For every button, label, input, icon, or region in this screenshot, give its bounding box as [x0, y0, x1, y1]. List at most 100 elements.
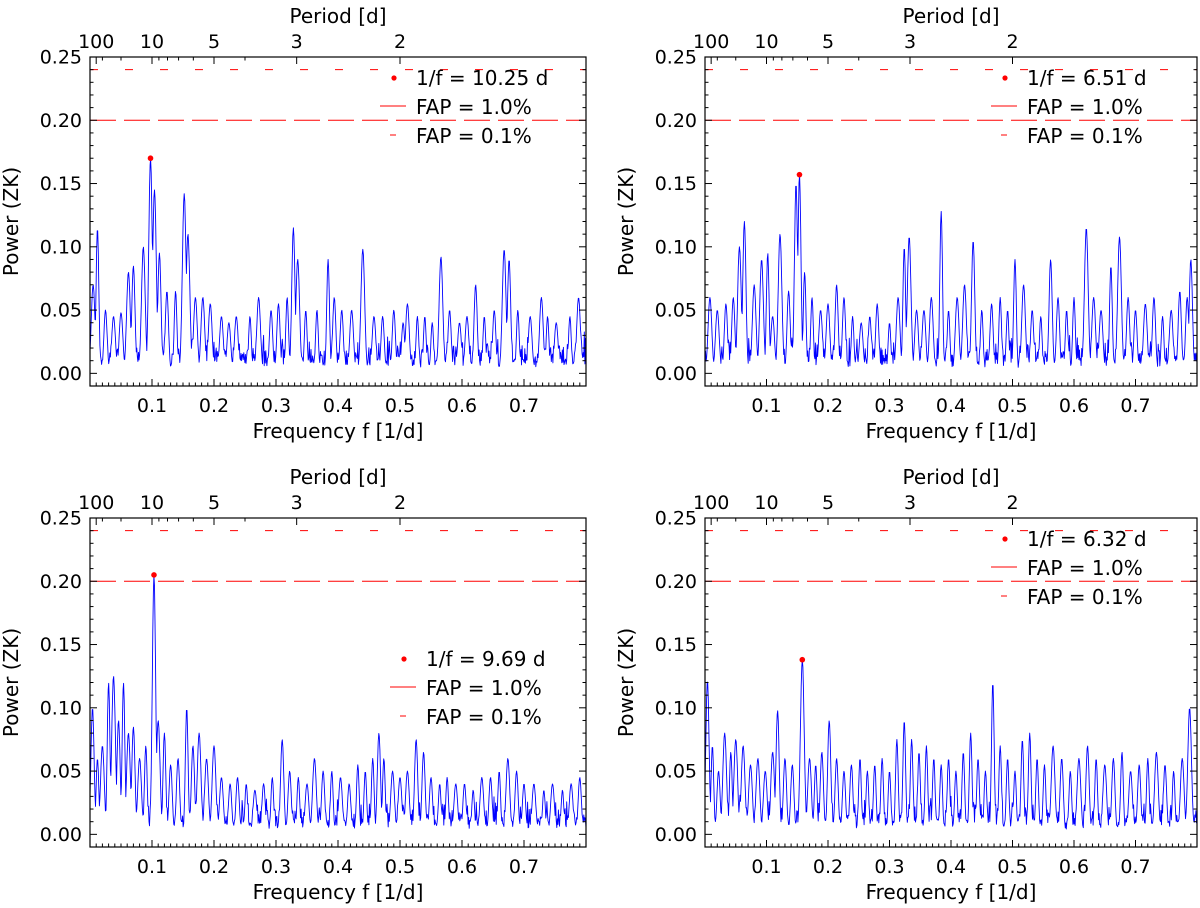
- y-tick-label: 0.25: [655, 508, 697, 530]
- legend-fap-1pct-label: FAP = 1.0%: [1027, 95, 1143, 119]
- y-tick-label: 0.00: [655, 824, 697, 846]
- y-tick-label: 0.20: [655, 571, 697, 593]
- y-axis-title: Power (ZK): [0, 628, 23, 737]
- x-tick-label: 0.1: [751, 395, 781, 417]
- y-tick-label: 0.05: [40, 761, 82, 783]
- legend-peak-marker: [391, 75, 397, 81]
- legend-fap-0.1pct-label: FAP = 0.1%: [426, 705, 542, 729]
- x-tick-label: 0.3: [261, 856, 291, 878]
- period-tick-label: 100: [78, 492, 114, 514]
- x-tick-label: 0.3: [261, 395, 291, 417]
- x-axis-title: Frequency f [1/d]: [866, 880, 1037, 904]
- period-tick-label: 10: [754, 31, 778, 53]
- y-tick-label: 0.25: [40, 508, 82, 530]
- y-tick-label: 0.05: [655, 300, 697, 322]
- period-tick-label: 3: [291, 492, 303, 514]
- legend: 1/f = 6.51 d FAP = 1.0% FAP = 0.1%: [991, 66, 1147, 148]
- legend-peak-label: 1/f = 9.69 d: [426, 647, 546, 671]
- period-tick-label: 5: [822, 492, 834, 514]
- power-spectrum-line: [705, 174, 1197, 368]
- legend-peak-marker: [401, 656, 407, 662]
- period-axis-title: Period [d]: [289, 465, 386, 489]
- legend-fap-1pct-label: FAP = 1.0%: [426, 676, 542, 700]
- legend-fap-0.1pct-label: FAP = 0.1%: [416, 124, 532, 148]
- x-tick-label: 0.4: [323, 856, 353, 878]
- spectrum-group: [90, 158, 586, 368]
- x-tick-label: 0.3: [874, 395, 904, 417]
- period-tick-label: 5: [822, 31, 834, 53]
- legend-peak-label: 1/f = 6.32 d: [1027, 527, 1147, 551]
- spectrum-group: [705, 659, 1197, 830]
- y-tick-label: 0.25: [40, 47, 82, 69]
- y-tick-label: 0.10: [40, 236, 82, 258]
- y-tick-label: 0.15: [655, 173, 697, 195]
- y-tick-label: 0.25: [655, 47, 697, 69]
- x-tick-label: 0.4: [323, 395, 353, 417]
- x-tick-label: 0.2: [199, 395, 229, 417]
- legend: 1/f = 9.69 d FAP = 1.0% FAP = 0.1%: [390, 647, 546, 729]
- x-tick-label: 0.6: [1059, 856, 1089, 878]
- x-tick-label: 0.4: [936, 395, 966, 417]
- x-tick-label: 0.5: [997, 395, 1027, 417]
- y-tick-label: 0.15: [40, 173, 82, 195]
- best-peak-marker: [796, 171, 803, 178]
- legend-fap-1pct-label: FAP = 1.0%: [416, 95, 532, 119]
- legend: 1/f = 10.25 d FAP = 1.0% FAP = 0.1%: [380, 66, 548, 148]
- x-tick-label: 0.4: [936, 856, 966, 878]
- x-tick-label: 0.2: [813, 395, 843, 417]
- periodogram-panel-top-right: 0.1 0.2 0.3 0.4 0.5 0.6 0.7 0.00 0.05 0.10 0.15 0.2…: [614, 4, 1198, 443]
- y-tick-label: 0.10: [40, 697, 82, 719]
- periodogram-panel-bottom-left: 0.1 0.2 0.3 0.4 0.5 0.6 0.7 0.00 0.05 0.10 0.15 0.2…: [0, 465, 587, 904]
- period-tick-label: 5: [208, 492, 220, 514]
- legend-peak-label: 1/f = 10.25 d: [416, 66, 548, 90]
- x-tick-label: 0.3: [874, 856, 904, 878]
- y-tick-label: 0.10: [655, 697, 697, 719]
- y-tick-label: 0.10: [655, 236, 697, 258]
- legend: 1/f = 6.32 d FAP = 1.0% FAP = 0.1%: [991, 527, 1147, 609]
- spectrum-group: [705, 174, 1197, 368]
- y-tick-label: 0.05: [655, 761, 697, 783]
- period-tick-label: 3: [904, 492, 916, 514]
- period-tick-label: 2: [1006, 31, 1018, 53]
- y-tick-label: 0.00: [40, 363, 82, 385]
- period-tick-label: 10: [754, 492, 778, 514]
- legend-peak-label: 1/f = 6.51 d: [1027, 66, 1147, 90]
- periodogram-panel-top-left: 0.1 0.2 0.3 0.4 0.5 0.6 0.7 0.00 0.05 0.10 0.15 0.2…: [0, 4, 587, 443]
- period-tick-label: 3: [291, 31, 303, 53]
- period-axis-title: Period [d]: [902, 4, 999, 28]
- y-axis-title: Power (ZK): [614, 167, 638, 276]
- x-tick-label: 0.7: [509, 395, 539, 417]
- y-tick-label: 0.05: [40, 300, 82, 322]
- x-tick-label: 0.1: [137, 395, 167, 417]
- x-tick-label: 0.1: [751, 856, 781, 878]
- periodogram-panel-bottom-right: 0.1 0.2 0.3 0.4 0.5 0.6 0.7 0.00 0.05 0.10 0.15 0.2…: [614, 465, 1198, 904]
- x-tick-label: 0.5: [997, 856, 1027, 878]
- legend-peak-marker: [1002, 536, 1008, 542]
- y-tick-label: 0.20: [655, 110, 697, 132]
- y-tick-label: 0.15: [40, 634, 82, 656]
- y-tick-label: 0.00: [655, 363, 697, 385]
- y-tick-label: 0.20: [40, 571, 82, 593]
- best-peak-marker: [151, 572, 157, 578]
- x-tick-label: 0.6: [447, 856, 477, 878]
- legend-fap-1pct-label: FAP = 1.0%: [1027, 556, 1143, 580]
- spectrum-group: [90, 574, 586, 829]
- period-tick-label: 3: [904, 31, 916, 53]
- legend-fap-0.1pct-label: FAP = 0.1%: [1027, 585, 1143, 609]
- x-axis-title: Frequency f [1/d]: [253, 419, 424, 443]
- x-tick-label: 0.7: [1120, 395, 1150, 417]
- period-tick-label: 100: [693, 31, 729, 53]
- x-tick-label: 0.2: [813, 856, 843, 878]
- period-tick-label: 5: [208, 31, 220, 53]
- power-spectrum-line: [705, 659, 1197, 830]
- power-spectrum-line: [90, 158, 586, 368]
- legend-fap-0.1pct-label: FAP = 0.1%: [1027, 124, 1143, 148]
- x-tick-label: 0.2: [199, 856, 229, 878]
- period-tick-label: 2: [394, 492, 406, 514]
- x-tick-label: 0.1: [137, 856, 167, 878]
- x-tick-label: 0.5: [385, 856, 415, 878]
- period-tick-label: 100: [78, 31, 114, 53]
- x-tick-label: 0.6: [447, 395, 477, 417]
- power-spectrum-line: [90, 574, 586, 829]
